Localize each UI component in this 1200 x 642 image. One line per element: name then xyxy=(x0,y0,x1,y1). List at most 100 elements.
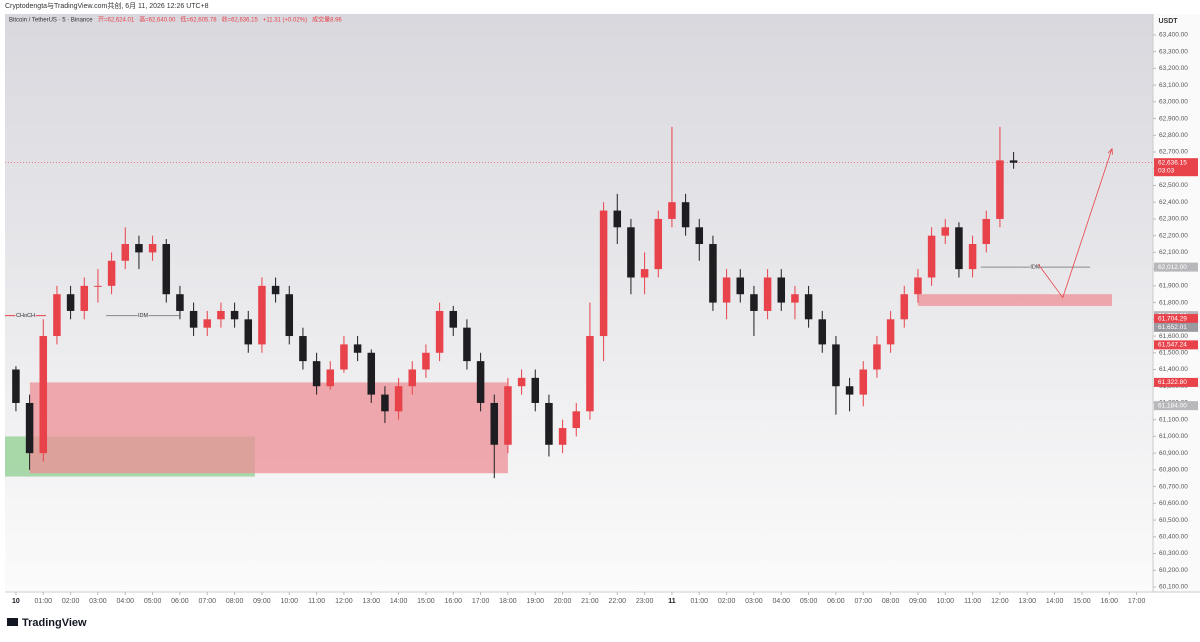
attribution: Cryptodengta与TradingView.com共创, 6月 11, 2… xyxy=(5,1,209,10)
candle-body xyxy=(750,294,758,311)
candle-body xyxy=(818,319,827,345)
candle-body xyxy=(353,344,362,353)
x-tick-label: 08:00 xyxy=(226,598,244,605)
price-label-bg xyxy=(1154,262,1198,272)
candle-body xyxy=(230,310,239,320)
price-label: 62,012.00 xyxy=(1158,264,1187,271)
ohlc-value: +11.31 (+0.02%) xyxy=(263,18,307,24)
candle-body xyxy=(340,344,348,370)
candle-body xyxy=(900,294,909,320)
candle-body xyxy=(463,327,471,362)
candle-body xyxy=(39,336,48,454)
ohlc-value: 收=62,636.15 xyxy=(222,16,259,24)
x-tick-label: 09:00 xyxy=(909,598,927,605)
x-tick-label: 04:00 xyxy=(773,598,791,605)
price-label: 61,322.80 xyxy=(1158,379,1187,386)
candle-body xyxy=(627,227,635,278)
candle-body xyxy=(367,352,376,395)
x-tick-label: 09:00 xyxy=(253,598,271,605)
candle-body xyxy=(121,244,130,261)
candle-body xyxy=(1009,160,1018,163)
candle-body xyxy=(599,210,608,337)
candle-body xyxy=(695,227,704,245)
y-tick-label: 61,900.00 xyxy=(1159,283,1188,290)
x-tick-label: 06:00 xyxy=(827,598,845,605)
candle-body xyxy=(982,218,991,245)
x-tick-label: 06:00 xyxy=(171,598,189,605)
y-tick-label: 61,000.00 xyxy=(1159,433,1188,440)
x-tick-label: 02:00 xyxy=(62,598,80,605)
price-axis xyxy=(1153,14,1200,592)
candle-body xyxy=(476,361,485,403)
ohlc-value: 成交量8.96 xyxy=(312,16,342,24)
candle-body xyxy=(449,310,458,328)
candle-body xyxy=(654,218,663,270)
y-tick-label: 63,100.00 xyxy=(1159,82,1188,89)
candle-body xyxy=(217,310,225,320)
candle-body xyxy=(408,369,417,387)
candle-body xyxy=(845,386,854,395)
y-tick-label: 61,500.00 xyxy=(1159,349,1188,356)
x-tick-label: 02:00 xyxy=(718,598,736,605)
countdown: 03:03 xyxy=(1158,167,1175,174)
candle-body xyxy=(886,319,895,345)
candle-body xyxy=(640,269,649,278)
y-tick-label: 63,300.00 xyxy=(1159,48,1188,55)
price-label: 61,547.24 xyxy=(1158,342,1187,349)
y-tick-label: 62,500.00 xyxy=(1159,182,1188,189)
x-tick-label: 22:00 xyxy=(609,598,627,605)
candle-body xyxy=(914,277,922,295)
candle-body xyxy=(859,369,868,395)
ohlc-value: 低=62,605.78 xyxy=(180,16,217,24)
candle-body xyxy=(312,361,321,387)
candle-body xyxy=(435,310,444,353)
candle-body xyxy=(107,260,116,286)
y-tick-label: 60,300.00 xyxy=(1159,550,1188,557)
candle-body xyxy=(285,294,294,337)
level-label: CHoCH xyxy=(16,313,35,319)
y-tick-label: 60,600.00 xyxy=(1159,500,1188,507)
candle-body xyxy=(176,294,184,311)
candle-body xyxy=(394,386,403,412)
y-tick-label: 63,200.00 xyxy=(1159,65,1188,72)
candle-body xyxy=(791,294,799,303)
projection-line xyxy=(1037,148,1113,299)
y-tick-label: 61,800.00 xyxy=(1159,299,1188,306)
x-tick-label: 17:00 xyxy=(472,598,490,605)
x-tick-label: 23:00 xyxy=(636,598,654,605)
candle-body xyxy=(531,377,540,403)
price-label: 61,652.01 xyxy=(1158,324,1187,331)
x-tick-label: 16:00 xyxy=(1101,598,1119,605)
candle-body xyxy=(203,319,212,328)
plot-area: CHoCH IDM IDM xyxy=(5,126,1153,479)
ohlc-value: 高=62,640.00 xyxy=(139,16,176,24)
candle-body xyxy=(586,336,594,412)
candle-body xyxy=(381,394,389,412)
y-tick-label: 60,100.00 xyxy=(1159,584,1188,591)
x-tick-label: 05:00 xyxy=(800,598,818,605)
price-label-bg xyxy=(1154,158,1198,177)
x-tick-label: 07:00 xyxy=(199,598,217,605)
x-tick-label: 13:00 xyxy=(1019,598,1037,605)
x-tick-label: 01:00 xyxy=(691,598,709,605)
y-tick-label: 60,500.00 xyxy=(1159,517,1188,524)
y-tick-label: 61,600.00 xyxy=(1159,333,1188,340)
x-tick-label: 19:00 xyxy=(527,598,545,605)
candle-body xyxy=(668,202,676,219)
candle-body xyxy=(558,428,567,445)
x-tick-label: 20:00 xyxy=(554,598,572,605)
y-tick-label: 60,400.00 xyxy=(1159,534,1188,541)
candle-body xyxy=(736,277,745,295)
x-tick-label: 21:00 xyxy=(581,598,599,605)
x-tick-label: 03:00 xyxy=(745,598,763,605)
x-tick-label: 15:00 xyxy=(417,598,435,605)
x-tick-label: 04:00 xyxy=(117,598,135,605)
x-tick-label: 15:00 xyxy=(1073,598,1091,605)
x-tick-label: 13:00 xyxy=(363,598,381,605)
x-tick-label: 03:00 xyxy=(89,598,107,605)
candle-body xyxy=(189,310,198,328)
candle-body xyxy=(135,244,143,253)
footer xyxy=(0,612,1200,637)
